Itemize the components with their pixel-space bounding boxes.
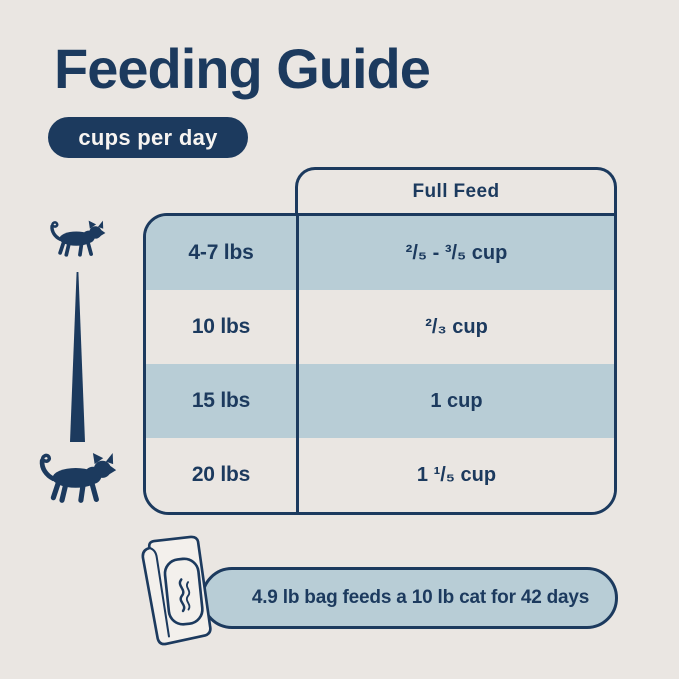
steam-swirl-icon (185, 581, 191, 611)
amount-cell: ²/₃ cup (296, 290, 614, 364)
large-cat-icon (31, 449, 117, 512)
table-column-header: Full Feed (295, 167, 617, 213)
bag-yield-note-text: 4.9 lb bag feeds a 10 lb cat for 42 days (251, 587, 590, 608)
size-increase-wedge-icon (70, 272, 85, 442)
weight-cell: 20 lbs (146, 438, 296, 512)
unit-badge-label: cups per day (78, 124, 218, 150)
food-bag-icon (141, 535, 212, 646)
feeding-table: 4-7 lbs ²/₅ - ³/₅ cup 10 lbs ²/₃ cup 15 … (143, 213, 617, 515)
amount-cell: 1 cup (296, 364, 614, 438)
page-title: Feeding Guide (54, 37, 431, 100)
unit-badge: cups per day (48, 117, 248, 158)
small-cat-icon (44, 218, 106, 263)
weight-cell: 15 lbs (146, 364, 296, 438)
amount-cell: ²/₅ - ³/₅ cup (296, 216, 614, 290)
steam-swirl-icon (178, 578, 186, 613)
bag-yield-note: 4.9 lb bag feeds a 10 lb cat for 42 days (201, 567, 618, 629)
amount-cell: 1 ¹/₅ cup (296, 438, 614, 512)
weight-cell: 10 lbs (146, 290, 296, 364)
column-header-label: Full Feed (412, 180, 500, 202)
weight-cell: 4-7 lbs (146, 216, 296, 290)
